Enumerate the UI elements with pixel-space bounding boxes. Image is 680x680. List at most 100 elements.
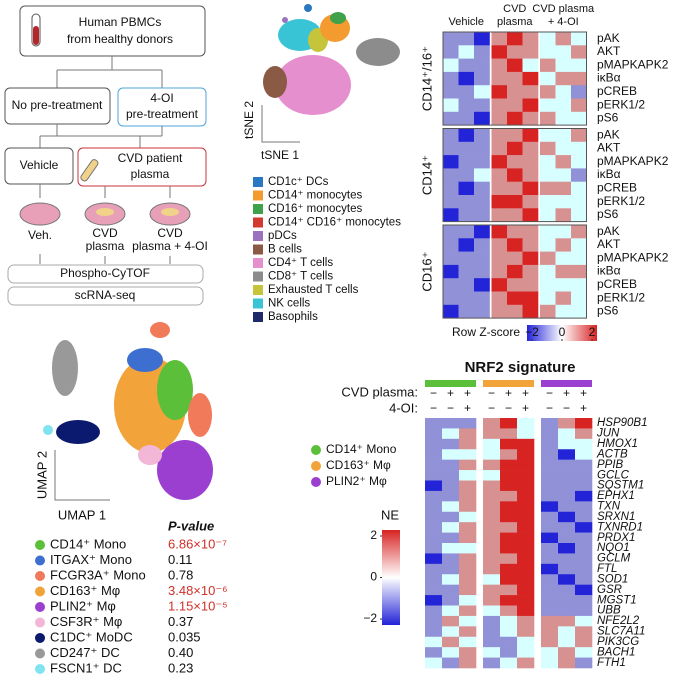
heatmap-cell	[517, 428, 535, 440]
heatmap-cell	[442, 470, 460, 481]
heatmap-cell	[474, 264, 490, 279]
heatmap-cell	[517, 636, 535, 648]
heatmap-cell	[443, 208, 459, 222]
heatmap-cell	[555, 58, 572, 73]
colorbar-tick-label: 0	[559, 325, 566, 339]
legend-dot	[35, 571, 45, 581]
heatmap-cell	[442, 449, 460, 460]
heatmap-cell	[500, 532, 518, 544]
heatmap-cell	[517, 595, 535, 606]
p-value: 0.11	[168, 552, 192, 567]
heatmap-cell	[540, 85, 556, 99]
p-value: 0.40	[168, 645, 193, 660]
p-value: 0.035	[168, 629, 201, 644]
heatmap-cell	[425, 532, 443, 544]
heatmap-cell	[483, 418, 501, 429]
heatmap-cell	[442, 428, 460, 440]
heatmap-cell	[425, 553, 443, 565]
heatmap-cell	[483, 657, 501, 669]
gene-label: SLC7A11	[597, 626, 645, 638]
box-text: Human PBMCs	[79, 15, 162, 29]
heatmap-cell	[575, 501, 593, 513]
heatmap-cell	[442, 647, 460, 658]
heatmap-cell	[500, 418, 518, 429]
heatmap-cell	[459, 553, 477, 565]
column-header: CVD plasma	[532, 3, 595, 15]
heatmap-cell	[541, 615, 559, 627]
gene-label: UBB	[597, 605, 621, 617]
heatmap-cell	[507, 141, 523, 156]
heatmap-cell	[491, 141, 508, 156]
heatmap-cell	[575, 647, 593, 658]
heatmap-cell	[459, 428, 477, 440]
heatmap-cell	[425, 459, 443, 471]
heatmap-cell	[522, 32, 539, 46]
p-value: 0.23	[168, 660, 193, 675]
legend-label: pDCs	[268, 230, 297, 242]
heatmap-cell	[575, 615, 593, 627]
heatmap-cell	[507, 251, 523, 266]
heatmap-cell	[558, 428, 576, 440]
gene-label: JUN	[596, 428, 620, 440]
row-label: pS6	[597, 207, 619, 221]
heatmap-cell	[540, 58, 556, 73]
heatmap-cell	[555, 195, 572, 209]
heatmap-cell	[458, 304, 475, 319]
heatmap-cell	[541, 595, 559, 606]
heatmap-cell	[459, 574, 477, 585]
condition-sign: −	[430, 401, 437, 415]
legend-dot	[311, 477, 321, 487]
heatmap-cell	[575, 626, 593, 638]
heatmap-cell	[459, 449, 477, 460]
heatmap-cell	[517, 657, 535, 669]
heatmap-cell	[541, 449, 559, 460]
heatmap-cell	[474, 195, 490, 209]
heatmap-cell	[571, 98, 587, 113]
heatmap-cell	[425, 657, 443, 669]
heatmap-cell	[507, 71, 523, 86]
legend-label: PLIN2⁺ Mφ	[326, 474, 387, 488]
heatmap-cell	[575, 532, 593, 544]
heatmap-cell	[558, 438, 576, 450]
legend-dot	[35, 555, 45, 566]
condition-sign: +	[505, 386, 512, 400]
legend-dot	[35, 586, 45, 597]
gene-label: MGST1	[597, 594, 637, 606]
heatmap-cell	[540, 168, 556, 182]
heatmap-cell	[425, 615, 443, 627]
heatmap-cell	[442, 553, 460, 565]
heatmap-cell	[517, 532, 535, 544]
heatmap-cell	[522, 45, 539, 59]
row-label: FCGR3A⁺ Mono	[50, 567, 146, 582]
gene-label: FTH1	[597, 657, 626, 669]
heatmap-cell	[558, 501, 576, 513]
heatmap-cell	[483, 428, 501, 440]
legend-swatch	[253, 312, 263, 322]
legend-dot	[35, 602, 45, 612]
heatmap-cell	[555, 264, 572, 279]
gene-label: PRDX1	[597, 532, 635, 544]
heatmap-cell	[500, 511, 518, 523]
dish-label: plasma + 4-OI	[132, 239, 208, 253]
row-label: FSCN1⁺ DC	[50, 660, 122, 675]
heatmap-cell	[443, 238, 459, 252]
axis-label: UMAP 1	[58, 507, 106, 522]
heatmap-cell	[491, 168, 508, 182]
legend-dot	[35, 617, 45, 628]
heatmap-cell	[558, 636, 576, 648]
p-value: 3.48×10⁻⁶	[168, 583, 228, 598]
heatmap-cell	[522, 155, 539, 169]
heatmap-cell	[541, 428, 559, 440]
heatmap-cell	[442, 657, 460, 669]
heatmap-cell	[474, 251, 490, 266]
heatmap-cell	[558, 532, 576, 544]
heatmap-cell	[558, 595, 576, 606]
heatmap-cell	[522, 278, 539, 292]
heatmap-cell	[483, 459, 501, 471]
heatmap-cell	[491, 32, 508, 46]
heatmap-cell	[575, 574, 593, 585]
row-label: 4-OI:	[389, 400, 418, 415]
heatmap-cell	[507, 291, 523, 306]
